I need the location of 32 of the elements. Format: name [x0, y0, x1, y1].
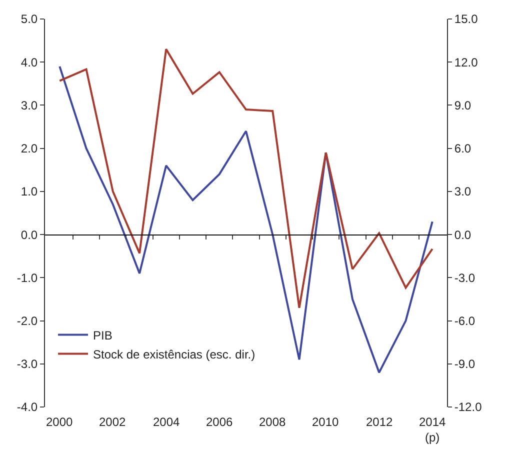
y2-tick-label: 3.0	[454, 184, 472, 199]
y2-tick-label: 9.0	[454, 98, 472, 112]
y2-tick-label: -9.0	[454, 357, 476, 372]
line-series	[58, 65, 434, 374]
y-tick-label: 4.0	[20, 55, 38, 70]
y-tick-label: 5.0	[20, 12, 38, 26]
y2-tick-label: -6.0	[454, 314, 476, 328]
x-tick-label: 2002	[99, 415, 126, 429]
y2-tick-label: -3.0	[454, 270, 476, 285]
y2-tick-label: 12.0	[454, 55, 478, 70]
x-tick-label: 2012	[366, 415, 394, 429]
y-tick-label: 3.0	[20, 98, 38, 112]
x-tick-label: 2000	[46, 415, 74, 429]
x-tick-label: 2008	[259, 415, 286, 429]
y-tick-label: -1.0	[16, 270, 38, 285]
x-tick-label: 2014 (p)	[419, 415, 446, 445]
y-tick-label: 2.0	[20, 142, 38, 156]
legend-label: PIB	[93, 328, 112, 342]
y-tick-label: -3.0	[16, 357, 38, 372]
x-tick-label: 2010	[312, 415, 340, 429]
y2-tick-label: 0.0	[454, 228, 472, 242]
y2-tick-label: 6.0	[454, 142, 472, 156]
legend-label: Stock de existências (esc. dir.)	[93, 347, 256, 362]
y-tick-label: -2.0	[16, 314, 38, 328]
y-tick-label: 0.0	[20, 228, 38, 242]
y2-tick-label: -12.0	[454, 400, 482, 414]
x-tick-label: 2004	[153, 415, 180, 429]
line-series	[58, 48, 434, 309]
y-tick-label: 1.0	[20, 184, 38, 199]
x-tick-label: 2006	[206, 415, 234, 429]
y2-tick-label: 15.0	[454, 12, 478, 26]
y-tick-label: -4.0	[16, 400, 38, 414]
